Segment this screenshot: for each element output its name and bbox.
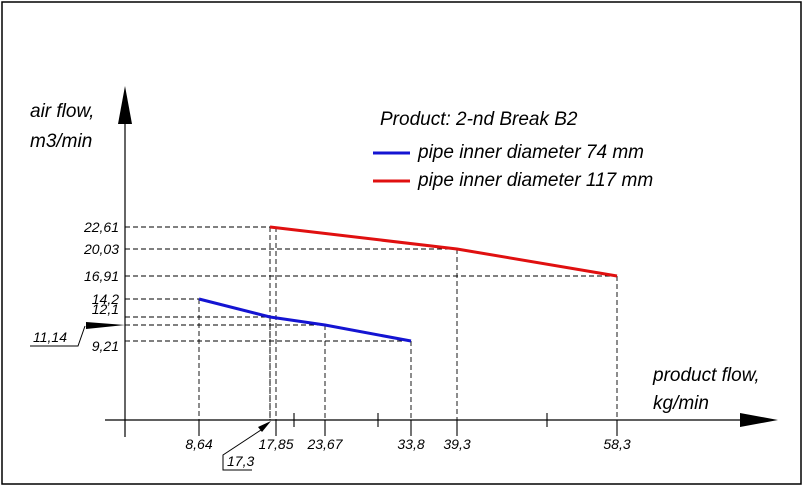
series-line-0 [198,297,412,343]
chart-title: Product: 2-nd Break B2 [380,109,578,130]
series-lines [198,225,618,343]
y-tick-label-1: 20,03 [83,241,119,257]
y-axis-label-line2: m3/min [30,131,92,152]
y-callout-label: 11,14 [33,329,67,345]
x-tick-label-5: 58,3 [603,436,630,452]
x-tick-label-4: 39,3 [443,436,470,452]
x-tick-label-3: 33,8 [397,436,424,452]
y-callout-leader [30,325,86,347]
series-line-1 [269,225,618,278]
guide-lines [125,226,618,420]
x-axis-label-line1: product flow, [652,365,760,386]
tick-marks [198,413,618,436]
y-tick-label-4: 12,1 [92,301,119,317]
x-tick-label-2: 23,67 [306,436,343,452]
y-callout-arrow [86,322,125,329]
x-tick-label-1: 17,85 [258,436,293,452]
x-callout-leader [222,427,265,471]
x-axis-arrow [740,413,778,427]
x-callout: 17,3 [222,421,271,471]
legend-label-74mm: pipe inner diameter 74 mm [417,142,644,163]
y-tick-label-3: 14,2 [92,291,119,307]
y-callout: 11,14 [30,322,125,347]
y-tick-label-0: 22,61 [83,219,119,235]
x-axis-label-line2: kg/min [653,393,709,414]
tick-labels: 8,64 17,85 23,67 33,8 39,3 58,3 22,61 20,03 16,9… [83,219,631,452]
x-tick-label-0: 8,64 [185,436,212,452]
legend-label-117mm: pipe inner diameter 117 mm [417,170,653,191]
y-tick-label-2: 16,91 [84,268,119,284]
x-callout-label: 17,3 [227,453,254,469]
y-tick-label-5: 9,21 [92,338,119,354]
y-axis-arrow [118,86,132,124]
y-axis-label-line1: air flow, [30,101,94,122]
x-callout-arrow [258,421,271,432]
